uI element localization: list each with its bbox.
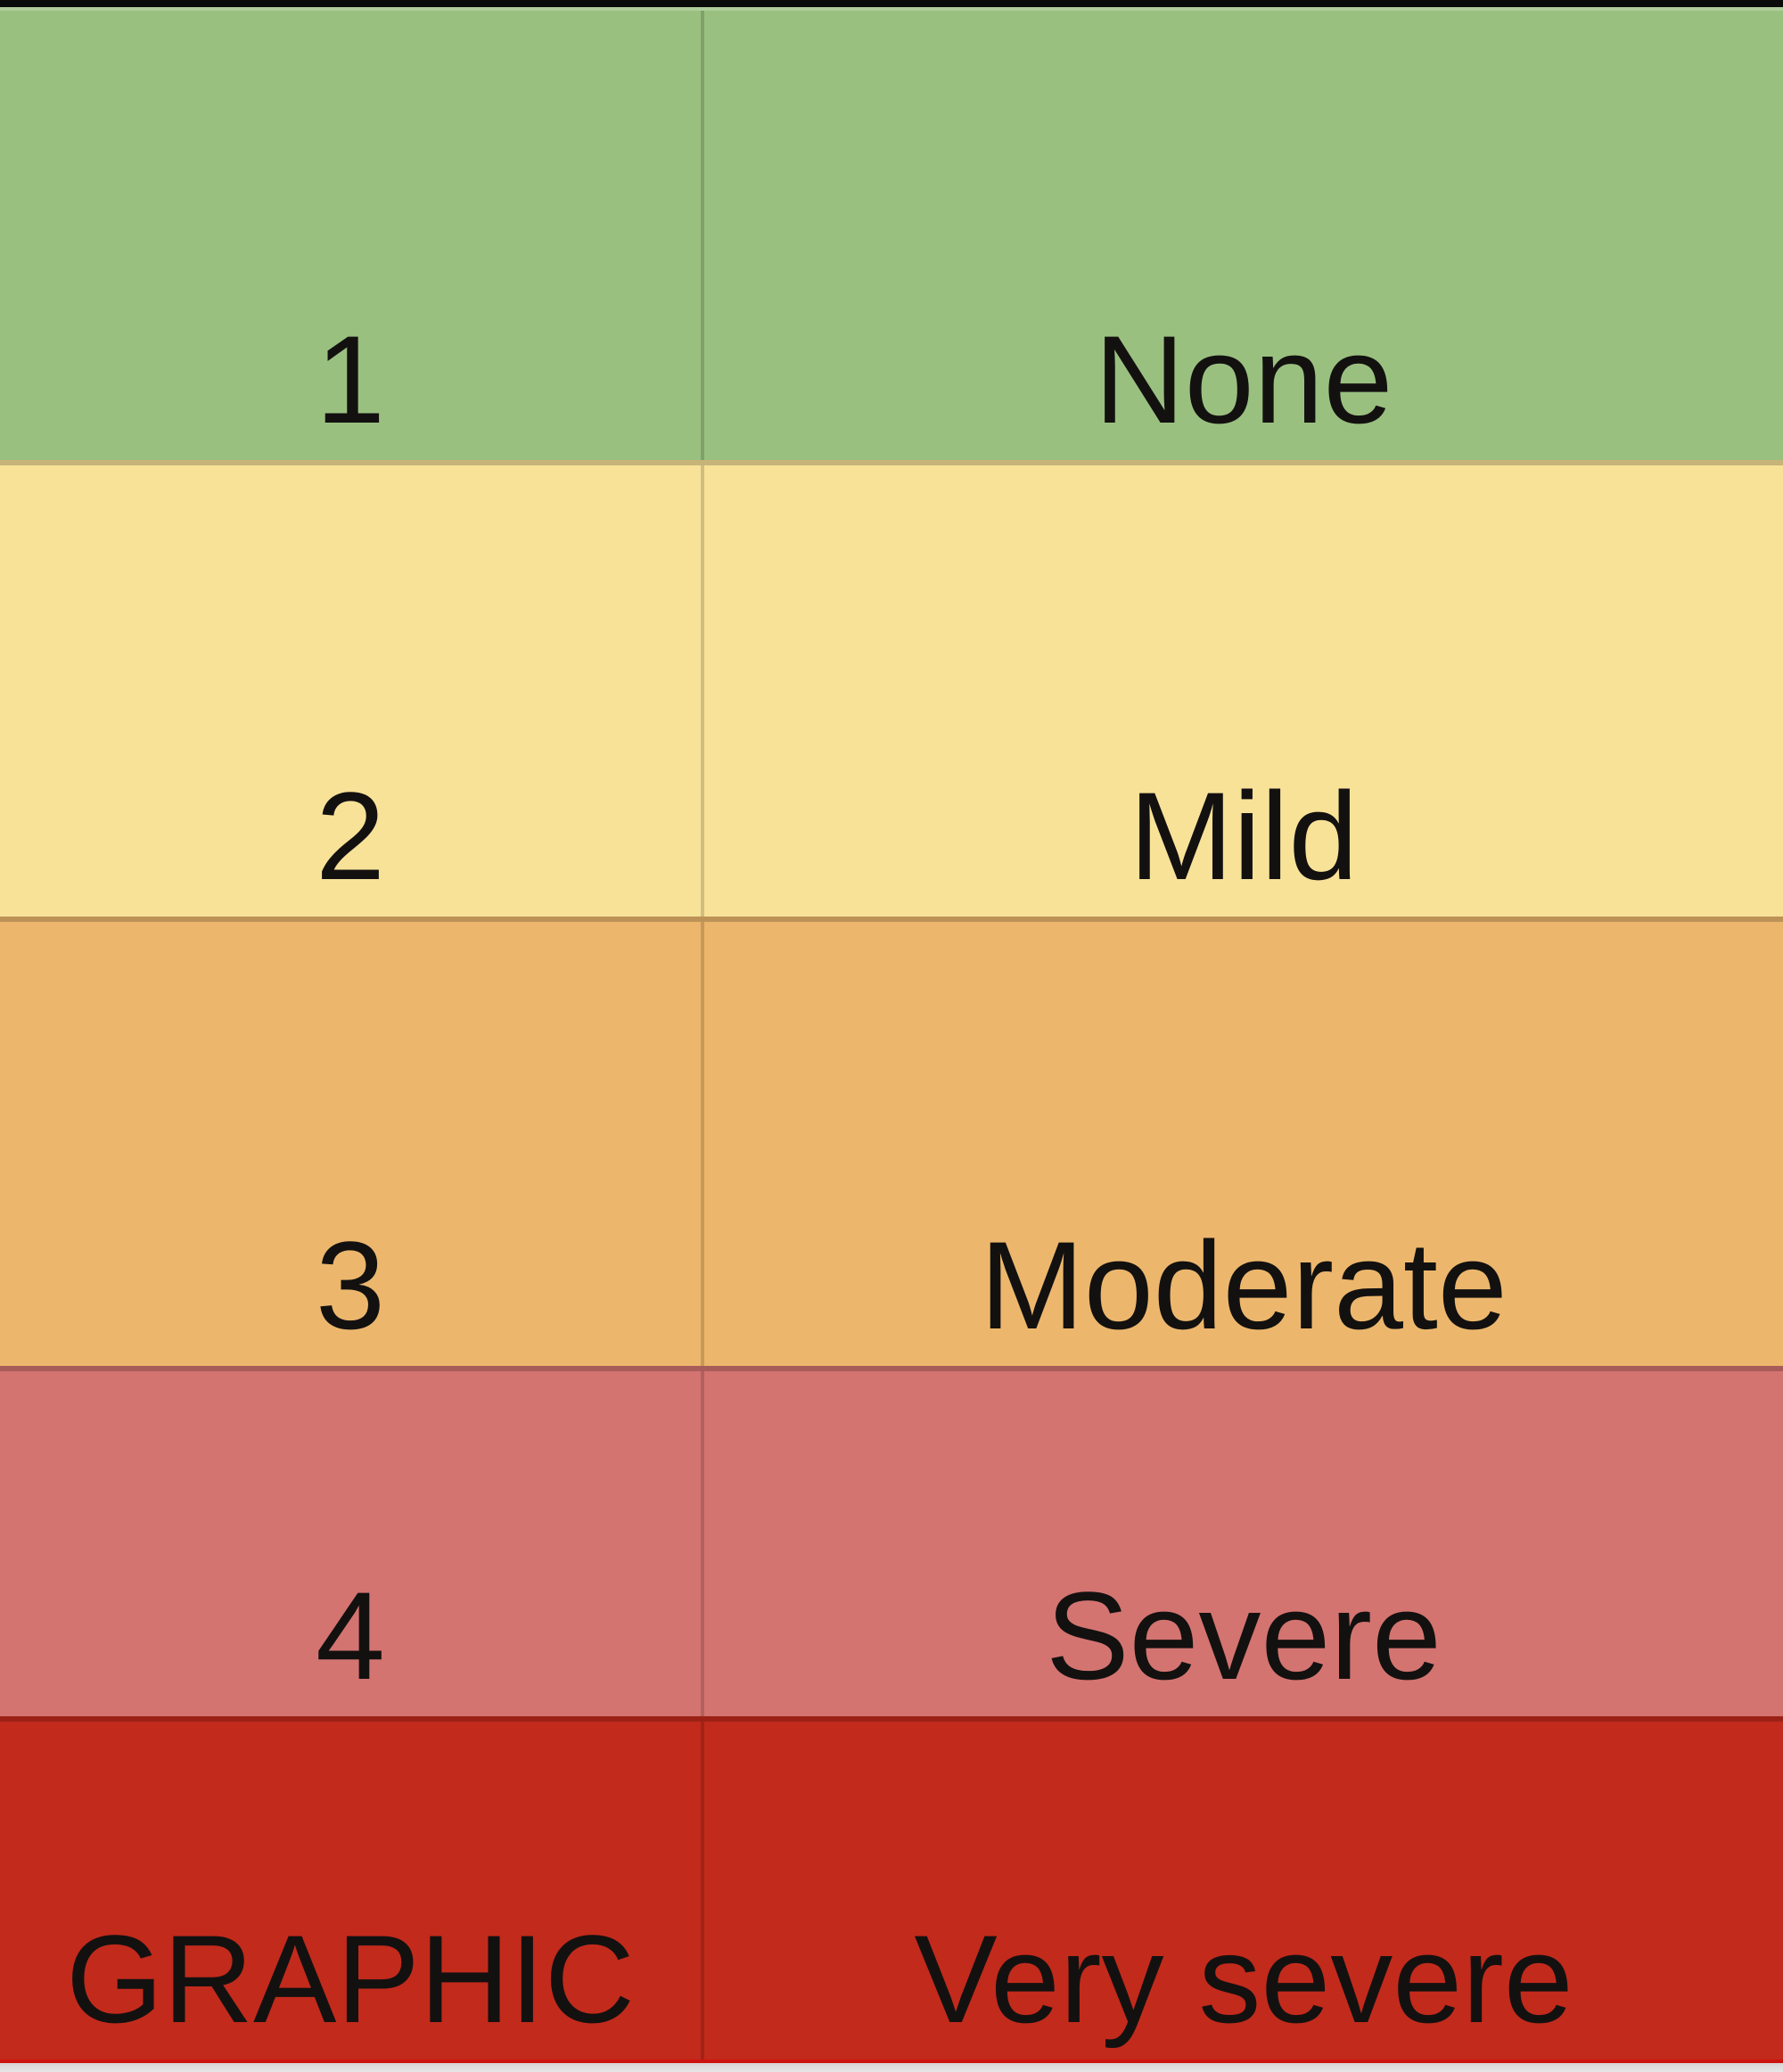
severity-label-cell: None — [1094, 309, 1393, 449]
severity-label-cell: Very severe — [914, 1909, 1573, 2049]
bottom-red-line — [0, 2060, 1783, 2063]
rating-value-cell: 3 — [0, 922, 704, 1366]
table-row: 3 Moderate — [0, 917, 1783, 1366]
bottom-crop-strip — [0, 2063, 1783, 2072]
table-row: 4 Severe — [0, 1366, 1783, 1716]
rating-value-cell: 2 — [0, 465, 704, 917]
table-row: GRAPHIC Very severe — [0, 1716, 1783, 2060]
severity-label-cell: Severe — [1046, 1566, 1442, 1706]
rating-value-cell: 1 — [0, 11, 704, 460]
table-row: 1 None — [0, 7, 1783, 460]
top-crop-bar — [0, 0, 1783, 7]
severity-label-cell: Mild — [1129, 766, 1359, 906]
severity-label-cell: Moderate — [980, 1215, 1508, 1355]
rating-value-cell: GRAPHIC — [0, 1722, 704, 2060]
table-row: 2 Mild — [0, 460, 1783, 917]
rating-value-cell: 4 — [0, 1371, 704, 1716]
